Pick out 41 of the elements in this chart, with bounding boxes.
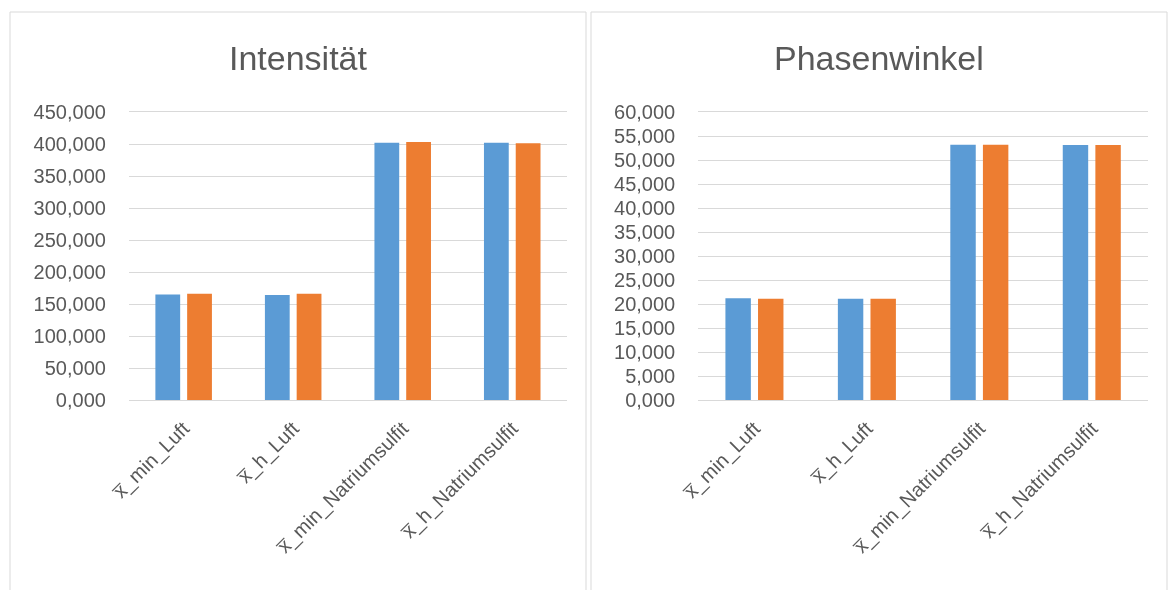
bar	[264, 295, 290, 400]
y-tick-label: 50,000	[44, 357, 106, 379]
y-tick-label: 25,000	[614, 269, 676, 291]
y-tick-label: 100,000	[33, 325, 106, 347]
y-tick-label: 250,000	[33, 229, 106, 251]
y-tick-label: 10,000	[614, 341, 676, 363]
bar	[982, 144, 1009, 400]
bar	[374, 142, 400, 400]
chart-title: Phasenwinkel	[774, 39, 984, 77]
bar	[483, 142, 509, 400]
y-tick-label: 0,000	[625, 389, 676, 411]
y-tick-label: 45,000	[614, 173, 676, 195]
y-tick-label: 35,000	[614, 221, 676, 243]
bar	[296, 293, 322, 400]
bar	[155, 294, 181, 400]
chart-title: Intensität	[229, 39, 368, 77]
bar	[870, 298, 896, 400]
bar	[187, 293, 212, 400]
bar	[758, 298, 784, 400]
y-tick-label: 5,000	[625, 365, 676, 387]
y-tick-label: 400,000	[33, 133, 106, 155]
y-tick-label: 15,000	[614, 317, 676, 339]
bar	[1095, 145, 1121, 400]
y-tick-label: 150,000	[33, 293, 106, 315]
y-tick-label: 50,000	[614, 149, 676, 171]
bar	[406, 142, 431, 400]
y-tick-label: 30,000	[614, 245, 676, 267]
y-tick-label: 0,000	[55, 389, 106, 411]
y-tick-label: 450,000	[33, 101, 106, 123]
bar	[725, 298, 751, 400]
bar	[837, 298, 864, 400]
bar	[515, 143, 541, 400]
bar	[1062, 145, 1089, 400]
y-tick-label: 300,000	[33, 197, 106, 219]
y-tick-label: 350,000	[33, 165, 106, 187]
y-tick-label: 40,000	[614, 197, 676, 219]
bar	[950, 144, 976, 400]
y-tick-label: 60,000	[614, 101, 676, 123]
y-tick-label: 55,000	[614, 125, 676, 147]
y-tick-label: 200,000	[33, 261, 106, 283]
y-tick-label: 20,000	[614, 293, 676, 315]
